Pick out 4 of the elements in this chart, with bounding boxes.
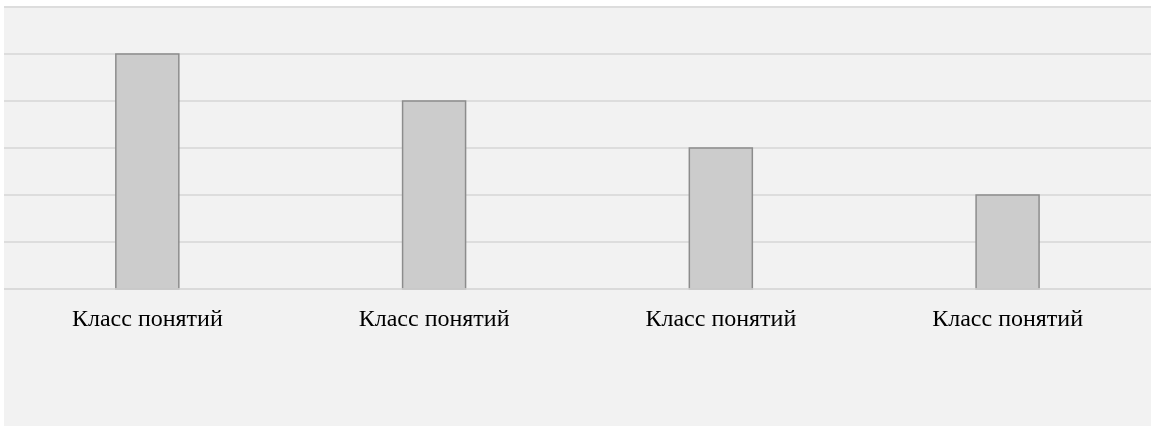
x-tick-label: Класс понятий (645, 305, 797, 332)
x-tick-label: Класс понятий (932, 305, 1084, 332)
x-tick-label: Класс понятий (71, 305, 223, 332)
x-tick-label: Класс понятий (358, 305, 510, 332)
